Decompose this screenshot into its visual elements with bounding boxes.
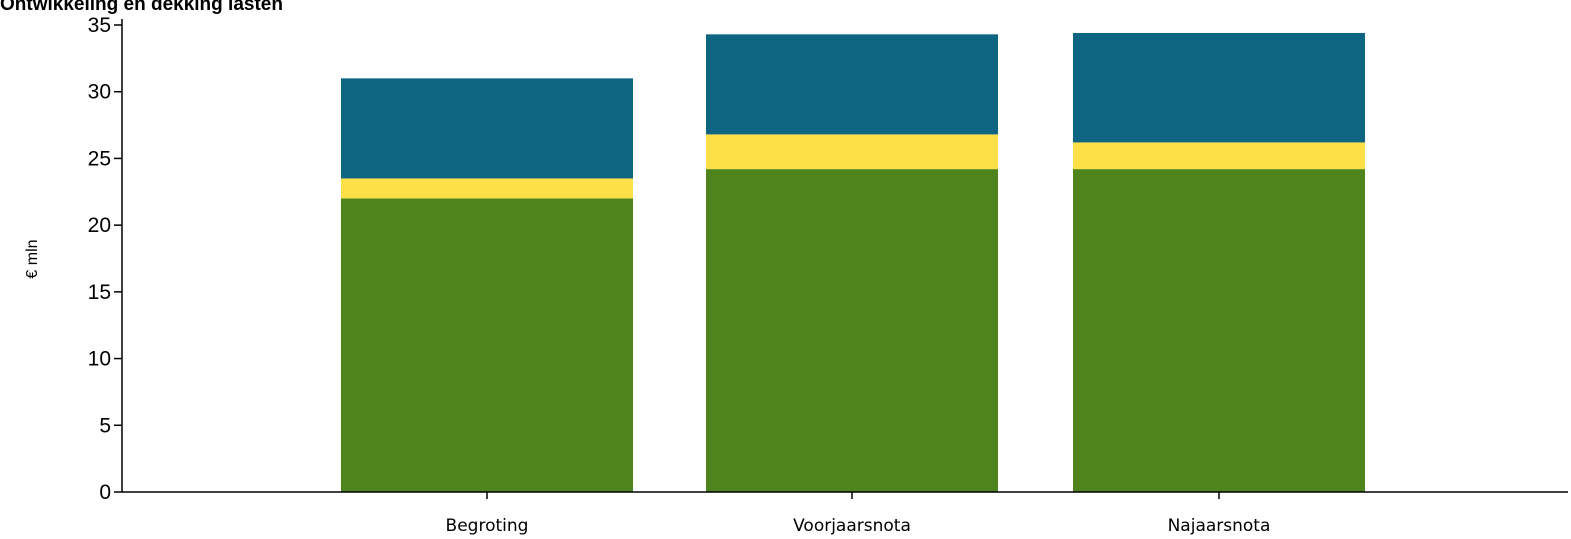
y-tick-label: 20: [88, 214, 111, 237]
y-tick-label: 25: [88, 147, 111, 170]
y-axis-title: € mln: [24, 239, 41, 278]
y-tick-label: 35: [88, 14, 111, 37]
x-tick-label: Voorjaarsnota: [793, 516, 911, 536]
x-tick-label: Begroting: [446, 516, 529, 536]
bar-segment-3-voorjaarsnota: [706, 34, 998, 135]
bar-segment-2-voorjaarsnota: [706, 134, 998, 170]
bar-segment-1-najaarsnota: [1073, 169, 1365, 493]
bar-segment-1-begroting: [341, 198, 633, 492]
chart-title: Ontwikkeling en dekking lasten: [0, 0, 283, 15]
bar-segment-2-begroting: [341, 178, 633, 199]
y-tick-label: 5: [99, 414, 111, 437]
bar-segment-3-begroting: [341, 78, 633, 179]
y-tick-label: 15: [88, 281, 111, 304]
bar-segment-1-voorjaarsnota: [706, 169, 998, 493]
bar-segment-3-najaarsnota: [1073, 33, 1365, 143]
bar-segment-2-najaarsnota: [1073, 142, 1365, 170]
y-tick-label: 30: [88, 81, 111, 104]
y-axis: 0 5 10 15 20 25 30 35: [88, 14, 123, 504]
y-tick-label: 10: [88, 348, 111, 371]
x-axis: Begroting Voorjaarsnota Najaarsnota: [122, 491, 1568, 536]
x-tick-label: Najaarsnota: [1168, 516, 1271, 536]
bars-group: [341, 33, 1365, 493]
y-tick-label: 0: [99, 481, 111, 504]
